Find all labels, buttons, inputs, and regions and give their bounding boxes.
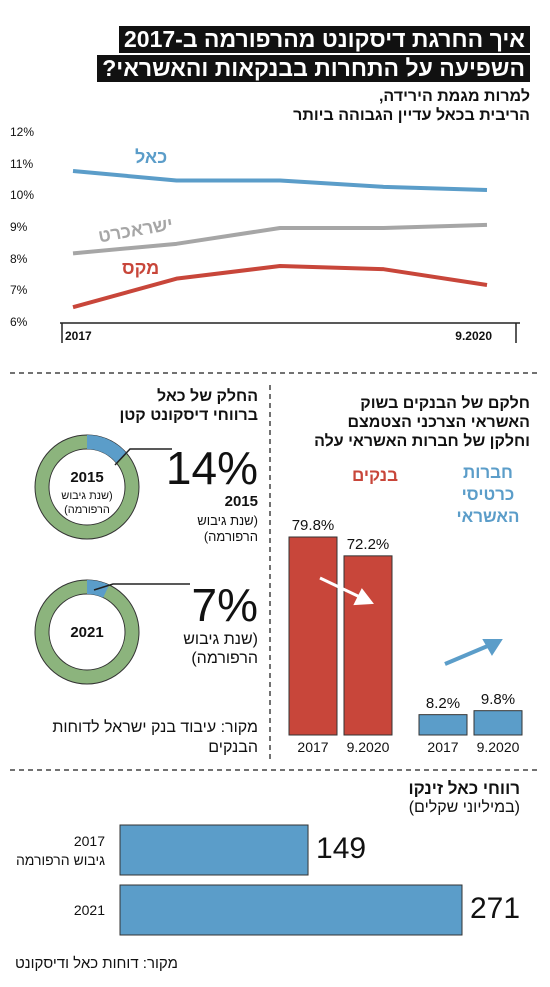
line-series [72, 169, 488, 192]
category-note: גיבוש הרפורמה [15, 852, 105, 868]
x-tick-label: 2017 [65, 329, 92, 343]
y-tick-label: 8% [10, 251, 28, 266]
bar [119, 824, 309, 876]
y-tick-label: 6% [10, 315, 28, 329]
donut-center-label: 2015 [70, 469, 104, 486]
x-tick-label: 2017 [427, 739, 459, 755]
trend-arrow-head [482, 639, 503, 656]
chart-title: האשראי הצרכני הצטמצם [347, 414, 530, 431]
value-label: 7% [191, 579, 258, 631]
trend-arrow [444, 643, 491, 666]
value-label: 9.8% [480, 690, 516, 708]
y-tick-label: 9% [10, 220, 28, 234]
donut-segment [86, 435, 128, 464]
subtitle: הריבית בכאל עדיין הגבוהה ביותר [293, 107, 530, 124]
bar [119, 884, 463, 936]
title-line: השפיעה על התחרות בבנקאות והאשראי? [97, 55, 530, 82]
donut-center-label: 2021 [70, 624, 104, 641]
trend-arrow-head [353, 588, 374, 606]
category-label: 2015 [224, 493, 258, 510]
donut-segment [86, 580, 110, 598]
category-label: 2017 [73, 833, 105, 849]
source: מקור: עיבוד בנק ישראל לדוחות הבנקים [52, 719, 258, 756]
value-label: 271 [470, 892, 521, 925]
source: מקור: דוחות כאל ודיסקונט [15, 955, 178, 972]
chart-title: חלקם של הבנקים בשוק [360, 395, 530, 412]
value-label: 79.8% [291, 517, 335, 534]
value-label: 149 [316, 832, 367, 865]
y-tick-label: 10% [10, 188, 35, 203]
value-label: 14% [165, 442, 258, 494]
x-tick-label: 9.2020 [346, 739, 390, 755]
y-tick-label: 11% [10, 156, 34, 171]
series-label: כאל [135, 147, 168, 167]
header: איך החרגת דיסקונט מהרפורמה ב-2017 השפיעה… [97, 26, 530, 84]
chart-title: וחלקן של חברות האשראי עלה [314, 433, 530, 450]
trend-arrow [319, 576, 363, 600]
x-tick-label: 9.2020 [476, 739, 520, 755]
title-line: איך החרגת דיסקונט מהרפורמה ב-2017 [118, 26, 530, 53]
value-label: 8.2% [425, 694, 461, 712]
bar [343, 555, 393, 736]
bar [418, 714, 468, 736]
value-label: 72.2% [346, 535, 390, 553]
subtitle: למרות מגמת הירידה, [378, 88, 530, 105]
series-label: מקס [122, 258, 160, 278]
x-tick-label: 2017 [297, 739, 329, 755]
note: (שנת גיבוש הרפורמה) [183, 631, 258, 667]
bar [288, 536, 338, 736]
donut-center-note: (שנת גיבוש הרפורמה) [61, 490, 113, 516]
category-label: 2021 [73, 902, 105, 918]
chart-title: רווחי כאל זינקו [408, 779, 521, 798]
legend-label: בנקים [351, 466, 398, 485]
note: (שנת גיבוש הרפורמה) [197, 513, 258, 544]
legend-label: חברות כרטיסי האשראי [456, 463, 520, 526]
y-tick-label: 12% [10, 125, 35, 139]
line-series [72, 264, 488, 310]
line-series [72, 222, 488, 256]
connector [114, 448, 172, 466]
connector [93, 583, 190, 591]
y-tick-label: 7% [10, 283, 28, 298]
x-tick-label: 9.2020 [455, 329, 492, 343]
chart-title: החלק של כאל [157, 388, 258, 405]
bar [473, 710, 523, 736]
subtitle: (במיליוני שקלים) [408, 799, 520, 816]
chart-title: ברווחי דיסקונט קטן [119, 407, 258, 424]
